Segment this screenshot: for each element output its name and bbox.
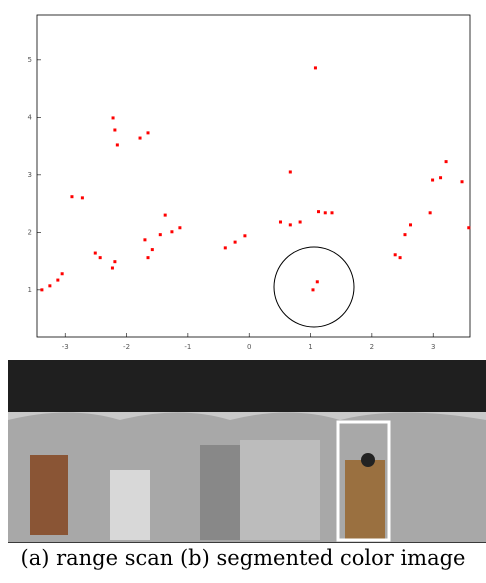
x-tick-label: 2 (370, 343, 374, 350)
scan-point (316, 280, 319, 283)
scan-point (81, 196, 84, 199)
scan-point (243, 234, 246, 237)
scan-point (70, 195, 73, 198)
x-tick-label: -3 (62, 343, 69, 350)
scan-point (445, 160, 448, 163)
scan-point (99, 256, 102, 259)
scan-point (394, 253, 397, 256)
y-tick-label: 1 (28, 286, 32, 294)
scan-point (399, 256, 402, 259)
x-tick-label: -2 (123, 343, 130, 350)
x-tick-label: 3 (431, 343, 435, 350)
scan-point (439, 176, 442, 179)
scan-point (40, 288, 43, 291)
x-tick-label: -1 (184, 343, 191, 350)
scan-point (164, 214, 167, 217)
scan-point (409, 223, 412, 226)
highlight-circle (274, 247, 354, 327)
scan-point (170, 230, 173, 233)
scan-point (224, 246, 227, 249)
x-tick-label: 1 (308, 343, 312, 350)
scan-point (48, 284, 51, 287)
scan-point (234, 241, 237, 244)
scan-point (151, 248, 154, 251)
scan-point (299, 221, 302, 224)
x-tick-label: 0 (247, 343, 251, 350)
scan-point (331, 211, 334, 214)
scan-point (311, 288, 314, 291)
scan-point (147, 131, 150, 134)
y-tick-label: 3 (28, 171, 32, 179)
scan-point (279, 221, 282, 224)
caption: (a) range scan (b) segmented color image (0, 546, 486, 570)
scan-point (147, 256, 150, 259)
scan-point (116, 143, 119, 146)
ceiling (8, 360, 486, 412)
scan-point (429, 211, 432, 214)
y-tick-label: 5 (28, 56, 32, 64)
scan-point (324, 211, 327, 214)
corridor (110, 470, 150, 540)
wall-panel (240, 440, 320, 540)
scan-point (403, 233, 406, 236)
scan-point (56, 279, 59, 282)
scan-point (461, 180, 464, 183)
range-scan-plot: -3 -2 -1 0 1 2 3 1 2 3 4 5 (0, 0, 486, 350)
plot-frame (37, 15, 470, 337)
doorway (200, 445, 240, 540)
person (345, 460, 385, 540)
scan-point (289, 223, 292, 226)
scan-point (113, 260, 116, 263)
scan-point (467, 226, 470, 229)
person-head (361, 453, 375, 467)
scan-point (61, 272, 64, 275)
scan-point (178, 226, 181, 229)
figure: -3 -2 -1 0 1 2 3 1 2 3 4 5 (a) range scan (b) segme… (0, 0, 486, 583)
scan-point (289, 170, 292, 173)
scan-point (314, 66, 317, 69)
scan-point (111, 267, 114, 270)
door (30, 455, 68, 535)
scan-point (94, 252, 97, 255)
scan-point (113, 129, 116, 132)
scan-point (112, 116, 115, 119)
scan-point (139, 137, 142, 140)
y-tick-label: 2 (28, 228, 32, 236)
y-tick-label: 4 (28, 113, 33, 121)
scan-point (159, 233, 162, 236)
scan-point (431, 179, 434, 182)
scan-point (143, 238, 146, 241)
scan-point (317, 210, 320, 213)
panorama-image (0, 360, 486, 543)
